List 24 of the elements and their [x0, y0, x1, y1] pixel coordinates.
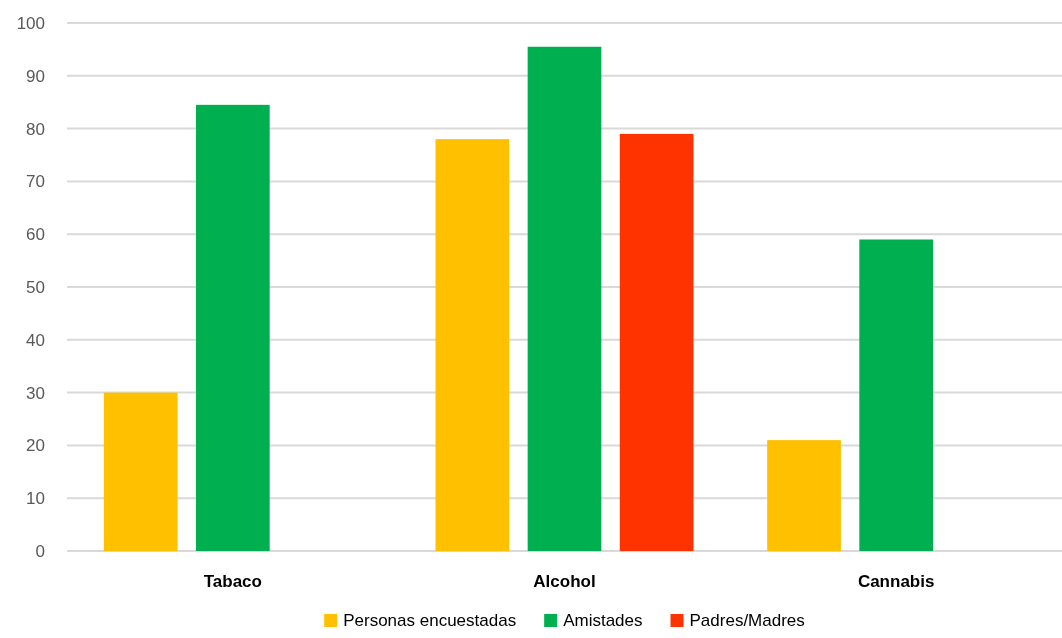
y-tick-label: 20 — [26, 436, 45, 456]
bar — [435, 139, 510, 551]
y-tick-label: 30 — [26, 383, 45, 403]
x-tick-label: Alcohol — [533, 572, 596, 591]
y-tick-label: 70 — [26, 172, 45, 192]
bar — [527, 46, 602, 551]
legend-label: Personas encuestadas — [343, 611, 517, 630]
legend-label: Padres/Madres — [689, 611, 805, 630]
bar — [103, 392, 178, 551]
bar — [619, 133, 694, 551]
legend-label: Amistades — [563, 611, 643, 630]
bar — [195, 104, 270, 551]
bar — [859, 239, 934, 551]
bar — [767, 440, 841, 551]
y-tick-label: 0 — [35, 541, 45, 561]
x-tick-label: Tabaco — [203, 572, 262, 591]
y-tick-label: 80 — [26, 119, 45, 139]
y-tick-label: 60 — [26, 225, 45, 245]
x-tick-label: Cannabis — [857, 572, 935, 591]
y-tick-label: 10 — [26, 489, 45, 509]
y-tick-label: 50 — [26, 277, 45, 297]
y-tick-label: 40 — [26, 330, 45, 350]
y-tick-label: 90 — [26, 66, 45, 86]
y-tick-label: 100 — [16, 13, 45, 33]
